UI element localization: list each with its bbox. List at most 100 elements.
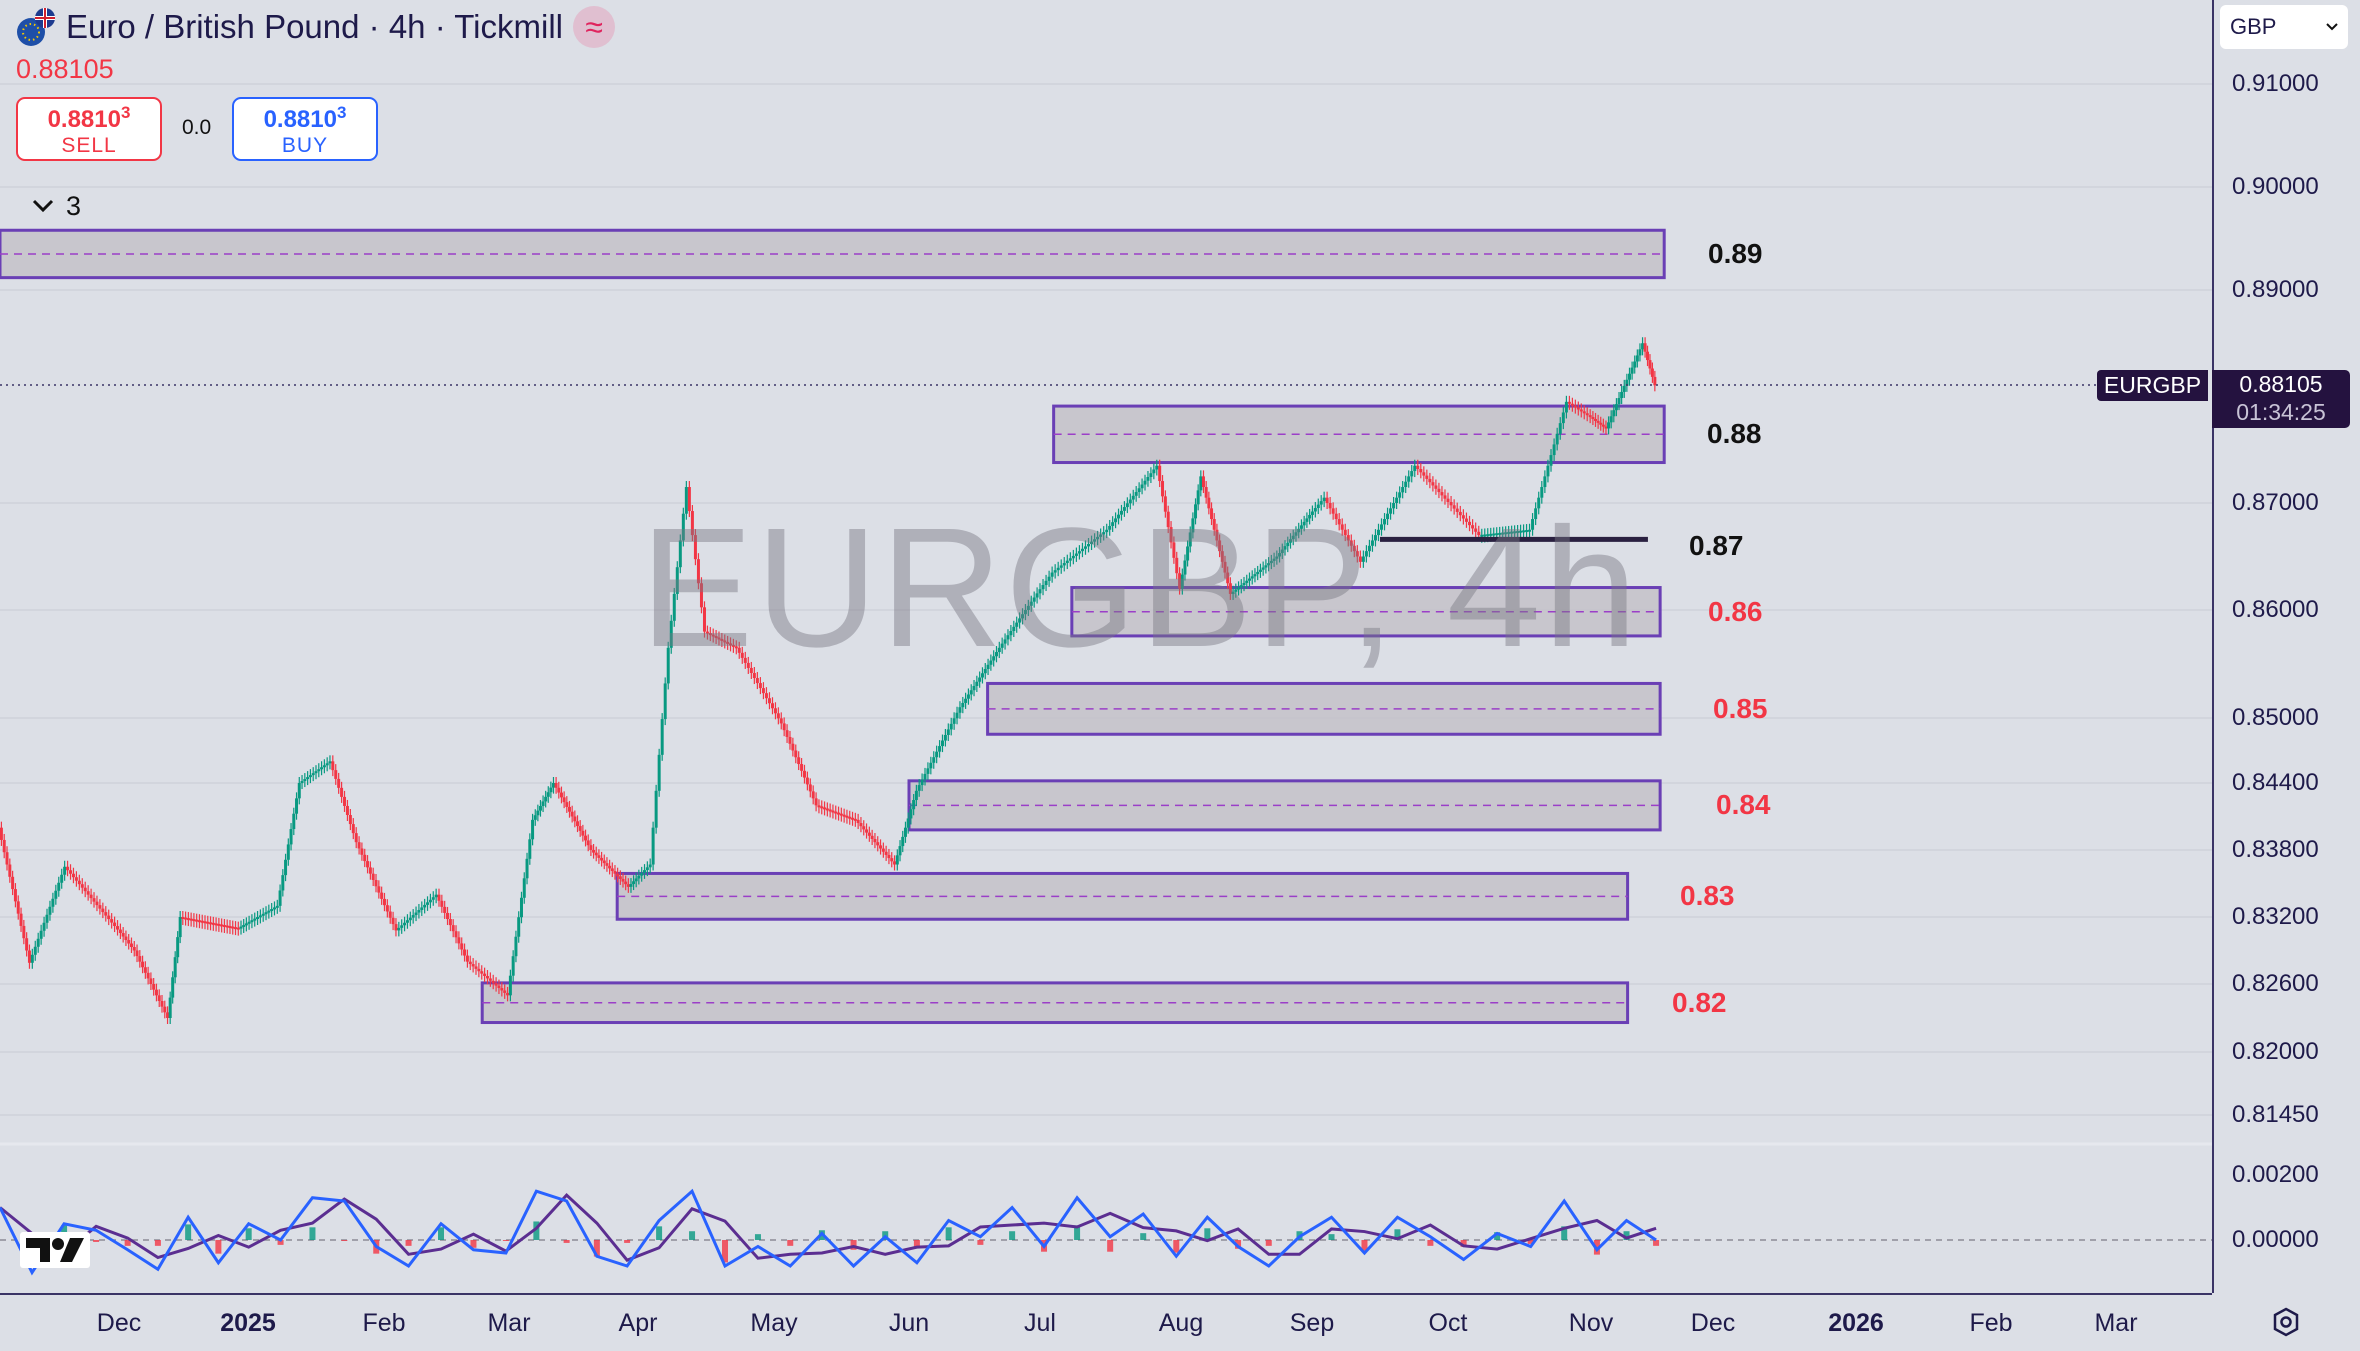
candle-body bbox=[1018, 618, 1022, 623]
sell-button[interactable]: 0.88103 SELL bbox=[16, 97, 162, 161]
candle-body bbox=[903, 827, 907, 837]
candle-body bbox=[675, 567, 679, 594]
candle-body bbox=[1117, 514, 1121, 519]
candle-body bbox=[1319, 501, 1323, 505]
candle-body bbox=[1256, 571, 1260, 575]
osc-tick: 0.00200 bbox=[2232, 1161, 2319, 1188]
candle-body bbox=[1047, 576, 1051, 581]
candle-body bbox=[917, 785, 921, 791]
candle-body bbox=[57, 882, 61, 891]
candle-body bbox=[1305, 518, 1309, 522]
candle-body bbox=[511, 956, 515, 976]
osc-histogram-bar bbox=[1107, 1240, 1114, 1252]
candle-body bbox=[1638, 349, 1642, 356]
candle-body bbox=[1035, 593, 1039, 598]
osc-histogram-bar bbox=[1140, 1233, 1147, 1240]
time-tick: Oct bbox=[1428, 1309, 1468, 1337]
candle-body bbox=[143, 967, 147, 973]
buy-button[interactable]: 0.88103 BUY bbox=[232, 97, 378, 161]
eu-uk-flag-icon bbox=[16, 7, 56, 47]
currency-select[interactable]: GBP bbox=[2220, 5, 2348, 49]
candle-body bbox=[474, 966, 478, 969]
candle-body bbox=[743, 657, 747, 663]
candle-body bbox=[258, 915, 262, 918]
tradingview-logo-icon[interactable] bbox=[20, 1232, 90, 1268]
time-axis[interactable]: Dec 2025 Feb Mar Apr May Jun Jul Aug Sep Oct Nov Dec… bbox=[0, 1293, 2212, 1351]
candle-body bbox=[437, 894, 441, 901]
candle-body bbox=[173, 957, 177, 978]
settings-icon[interactable] bbox=[2270, 1306, 2302, 1338]
candle-body bbox=[629, 884, 633, 887]
candle-body bbox=[86, 891, 90, 895]
candle-body bbox=[0, 827, 3, 840]
candle-body bbox=[800, 764, 804, 771]
osc-histogram-bar bbox=[215, 1240, 222, 1254]
candle-body bbox=[978, 677, 982, 682]
candle-body bbox=[1567, 401, 1571, 404]
candle-body bbox=[811, 791, 815, 799]
candle-body bbox=[788, 736, 792, 744]
candle-body bbox=[1474, 528, 1478, 532]
candle-body bbox=[1643, 343, 1647, 352]
candle-body bbox=[779, 718, 783, 724]
candle-body bbox=[1648, 360, 1652, 369]
candle-body bbox=[1310, 511, 1314, 515]
symbol-price-tag: EURGBP bbox=[2097, 370, 2208, 401]
price-chart[interactable] bbox=[0, 0, 2212, 1293]
candle-body bbox=[60, 874, 64, 883]
price-axis[interactable]: 0.91000 0.90000 0.89000 0.87000 0.86000 0.850… bbox=[2212, 0, 2360, 1293]
indicators-collapse-button[interactable]: 3 bbox=[18, 183, 104, 229]
candle-body bbox=[1267, 563, 1271, 566]
time-tick: Mar bbox=[2094, 1309, 2138, 1337]
candle-body bbox=[211, 922, 215, 925]
candle-body bbox=[643, 870, 647, 873]
candle-body bbox=[83, 887, 87, 892]
candle-body bbox=[1588, 415, 1592, 418]
candle-body bbox=[101, 908, 105, 913]
symbol-title[interactable]: Euro / British Pound · 4h · Tickmill ≈ bbox=[16, 6, 615, 48]
candle-body bbox=[1489, 533, 1493, 536]
candle-body bbox=[887, 854, 891, 859]
osc-histogram-bar bbox=[1361, 1240, 1368, 1251]
candle-body bbox=[244, 923, 248, 926]
candle-body bbox=[69, 870, 73, 874]
candle-body bbox=[1617, 398, 1621, 405]
price-tick: 0.84400 bbox=[2232, 769, 2319, 796]
candle-body bbox=[616, 873, 620, 877]
candle-body bbox=[408, 917, 412, 921]
candle-body bbox=[250, 920, 254, 923]
candle-body bbox=[39, 930, 43, 939]
zone-label: 0.82 bbox=[1672, 986, 1727, 1018]
osc-histogram-bar bbox=[1204, 1228, 1211, 1240]
candle-body bbox=[217, 923, 221, 926]
candle-body bbox=[405, 920, 409, 923]
approx-icon[interactable]: ≈ bbox=[573, 6, 615, 48]
candle-body bbox=[1625, 379, 1629, 386]
candle-body bbox=[890, 858, 894, 862]
candle-body bbox=[423, 904, 427, 908]
candle-body bbox=[1591, 417, 1595, 420]
candle-body bbox=[1204, 487, 1208, 498]
candle-body bbox=[895, 855, 899, 865]
candle-body bbox=[391, 917, 395, 925]
candle-body bbox=[808, 784, 812, 792]
candle-body bbox=[637, 875, 641, 879]
candle-body bbox=[403, 922, 407, 926]
candle-body bbox=[584, 835, 588, 841]
osc-main-line bbox=[0, 1188, 1657, 1276]
candle-body bbox=[1261, 567, 1265, 570]
candle-body bbox=[1367, 545, 1371, 552]
price-tick: 0.91000 bbox=[2232, 70, 2319, 97]
candle-body bbox=[181, 917, 185, 919]
candle-body bbox=[303, 779, 307, 782]
candle-body bbox=[544, 796, 548, 802]
candle-body bbox=[651, 827, 655, 865]
candle-body bbox=[717, 637, 721, 640]
candle-body bbox=[1021, 614, 1025, 619]
candle-body bbox=[1155, 465, 1159, 470]
candle-body bbox=[870, 835, 874, 839]
time-tick: Feb bbox=[362, 1309, 406, 1337]
candle-body bbox=[322, 765, 326, 768]
candle-body bbox=[820, 806, 824, 809]
currency-value: GBP bbox=[2230, 14, 2277, 39]
